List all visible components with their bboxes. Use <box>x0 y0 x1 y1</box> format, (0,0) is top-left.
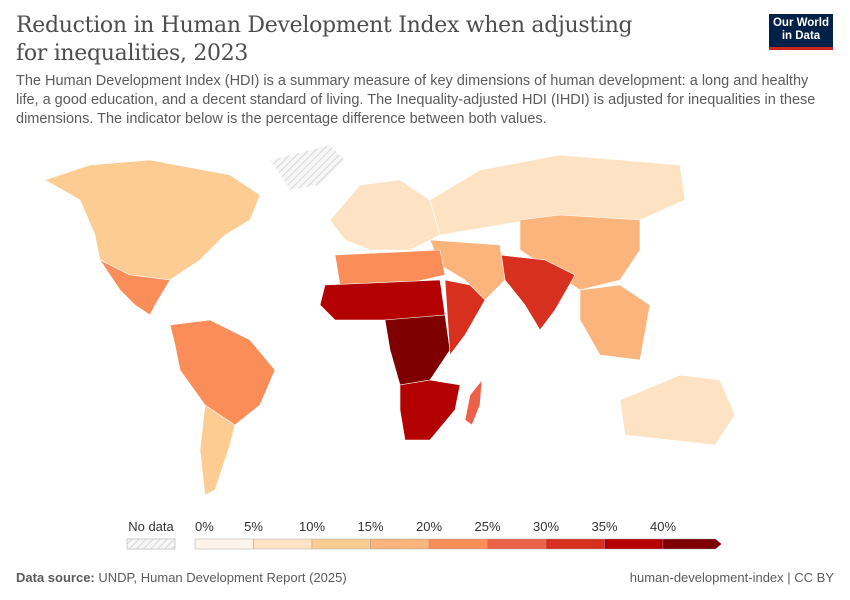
region-europe[interactable]: Europe <box>329 179 441 251</box>
legend-tick-label: 0% <box>195 519 214 534</box>
region-south-asia[interactable]: South Asia <box>499 254 576 331</box>
source-text[interactable]: UNDP, Human Development Report (2025) <box>98 570 347 585</box>
chart-subtitle: The Human Development Index (HDI) is a s… <box>16 73 816 127</box>
chart-title: Reduction in Human Development Index whe… <box>16 13 633 66</box>
region-east-africa[interactable]: East Africa <box>444 279 486 356</box>
region-australia[interactable]: Australia <box>619 374 736 446</box>
legend-no-data-swatch <box>126 538 176 550</box>
map-legend: No data 0% 5% 10% 15% 20% 25% 30% 35% 40% <box>126 519 722 550</box>
legend-bin-5 <box>487 538 547 550</box>
region-sahel-west-africa[interactable]: Sahel / West Africa <box>319 279 446 321</box>
legend-bin-4 <box>428 538 488 550</box>
owid-logo[interactable]: Our World in Data <box>769 14 833 50</box>
region-southern-cone[interactable]: Southern Cone <box>199 404 236 496</box>
world-map[interactable]: North America (Canada, USA)Mexico / Cent… <box>0 140 850 510</box>
legend-tick-label: 40% <box>650 519 676 534</box>
legend-bin-3 <box>370 538 430 550</box>
region-madagascar[interactable]: Madagascar <box>464 379 483 426</box>
region-mexico-central-america[interactable]: Mexico / Central America <box>99 259 171 316</box>
legend-bin-0 <box>194 538 254 550</box>
legend-tick-label: 35% <box>591 519 617 534</box>
region-southern-africa[interactable]: Southern Africa <box>399 379 461 441</box>
legend-tick-label: 15% <box>357 519 383 534</box>
region-south-america[interactable]: South America <box>169 319 276 431</box>
legend-tick-label: 20% <box>416 519 442 534</box>
region-north-africa[interactable]: North Africa <box>334 249 446 286</box>
source-label: Data source: <box>16 570 95 585</box>
chart-slug-license[interactable]: human-development-index | CC BY <box>629 570 834 585</box>
data-source: Data source: UNDP, Human Development Rep… <box>16 570 347 585</box>
legend-bin-1 <box>253 538 313 550</box>
legend-no-data-label: No data <box>128 519 174 534</box>
region-china-east-asia[interactable]: China / East Asia <box>519 214 641 291</box>
region-southeast-asia[interactable]: Southeast Asia <box>579 284 651 361</box>
region-north-america-canada-usa[interactable]: North America (Canada, USA) <box>44 159 261 281</box>
legend-bin-6 <box>545 538 605 550</box>
legend-tick-label: 5% <box>244 519 263 534</box>
legend-tick-label: 10% <box>299 519 325 534</box>
region-central-africa[interactable]: Central Africa <box>384 314 451 386</box>
region-greenland[interactable]: Greenland <box>269 144 346 191</box>
legend-tick-label: 25% <box>474 519 500 534</box>
legend-tick-label: 30% <box>533 519 559 534</box>
legend-bin-7 <box>604 538 664 550</box>
legend-bin-2 <box>311 538 371 550</box>
legend-bin-8 <box>662 538 722 550</box>
region-russia[interactable]: Russia <box>429 154 686 236</box>
